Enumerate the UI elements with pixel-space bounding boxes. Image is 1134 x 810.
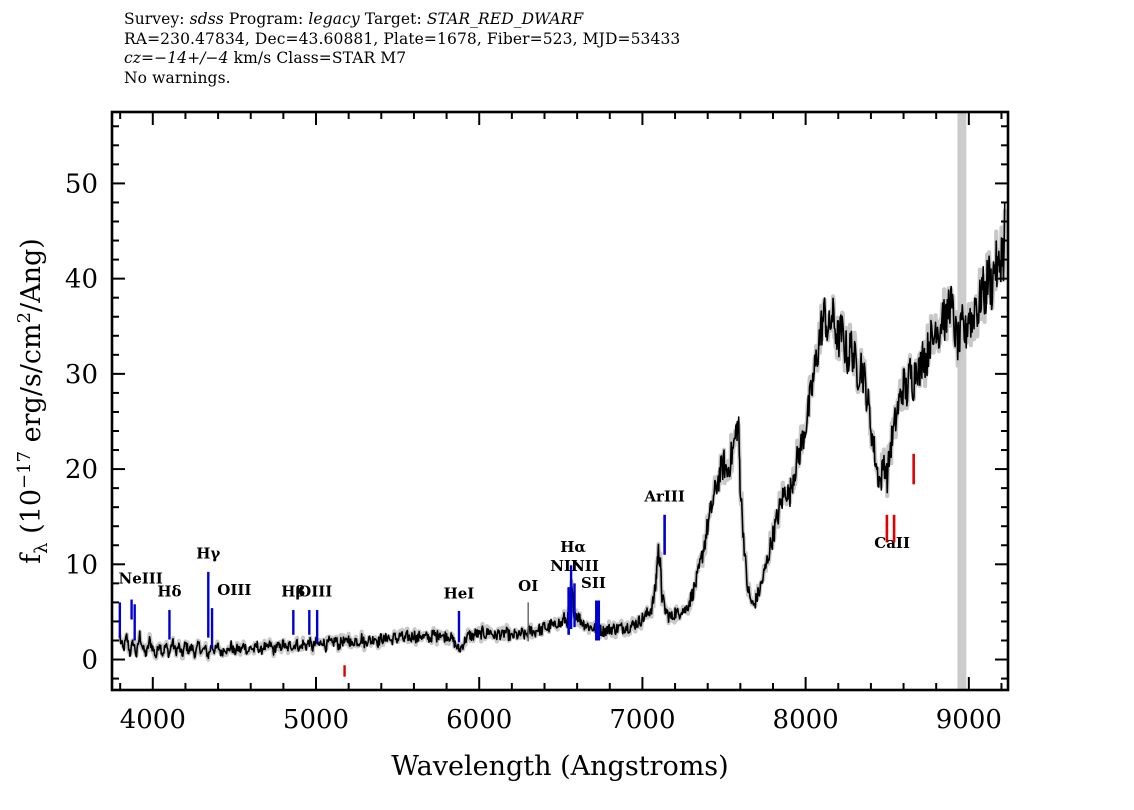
y-tick-label: 40 [65,265,98,295]
axis-labels-layer: 4000 5000 6000 7000 8000 9000 0 10 20 30 40 50 Wavel… [14,169,1002,782]
metadata-line-coords: RA=230.47834, Dec=43.60881, Plate=1678, … [124,29,681,48]
metadata-line-warnings: No warnings. [124,68,231,87]
x-tick-label: 7000 [609,705,675,735]
axes-layer [110,110,1010,692]
x-tick-label: 9000 [936,705,1002,735]
class-value: km/s Class=STAR M7 [228,49,407,67]
line-marker-label: ArIII [643,487,685,505]
line-marker-label: OIII [298,583,332,601]
x-tick-label: 5000 [283,705,349,735]
line-marker-label: Hβ [281,583,305,601]
x-axis-title: Wavelength (Angstroms) [391,751,728,782]
line-marker-label: CaII [874,534,910,552]
masked-region [957,112,967,690]
x-tick-label: 8000 [773,705,839,735]
line-marker-label: Hγ [196,545,220,563]
line-marker-label: SII [581,574,606,592]
target-label: Target: [359,10,427,28]
y-tick-label: 20 [65,455,98,485]
y-axis-title: fλ (10−17 erg/s/cm2/Ang) [14,238,52,564]
masked-regions-layer [957,112,967,690]
line-marker-label: HeI [444,585,475,603]
metadata-line-redshift: cz=−14+/−4 km/s Class=STAR M7 [124,49,1024,69]
line-marker-label: Hα [560,538,586,556]
program-label: Program: [223,10,309,28]
line-marker-label: NeIII [119,569,163,587]
metadata-line-survey: Survey: sdss Program: legacy Target: STA… [124,10,1024,30]
survey-label: Survey: [124,10,190,28]
survey-value: sdss [189,10,224,28]
y-tick-label: 0 [81,646,98,676]
target-value: STAR_RED_DWARF [426,10,584,28]
line-marker-label: NII [571,557,599,575]
line-marker-label: Hδ [157,583,181,601]
cz-value: cz=−14+/−4 [124,49,229,67]
spectrum-metadata-header: Survey: sdss Program: legacy Target: STA… [124,10,1024,88]
y-tick-label: 50 [65,169,98,199]
x-tick-label: 6000 [446,705,512,735]
line-marker-label: OIII [217,581,251,599]
y-tick-label: 10 [65,550,98,580]
plot-frame [110,110,1010,692]
program-value: legacy [308,10,360,28]
y-tick-label: 30 [65,360,98,390]
x-tick-label: 4000 [120,705,186,735]
line-marker-label: OI [518,577,538,595]
